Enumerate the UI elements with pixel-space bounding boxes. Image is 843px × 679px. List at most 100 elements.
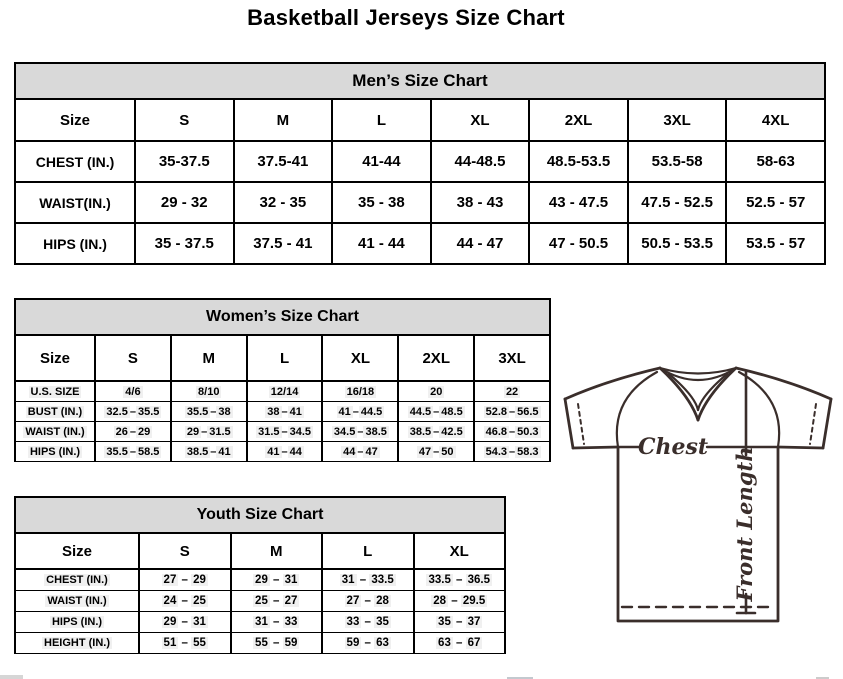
- table-cell: 53.5-58: [626, 140, 728, 183]
- cell-value: BUST (IN.): [25, 405, 85, 418]
- cell-value: 44: [287, 445, 304, 458]
- table-cell: 55 – 59: [229, 632, 323, 654]
- cell-value: 35.5: [184, 405, 211, 418]
- row-label: HIPS (IN.): [14, 441, 96, 462]
- header-row: Size S M L XL: [14, 532, 506, 570]
- column-header: Size: [14, 334, 96, 382]
- cell-value: 44.5: [358, 405, 385, 418]
- cell-value: 33: [282, 616, 300, 628]
- cell-value: 52.8: [483, 405, 509, 418]
- table-cell: 41–44.5: [321, 401, 400, 422]
- row-label: U.S. SIZE: [14, 380, 96, 402]
- table-cell: 32 - 35: [232, 181, 334, 224]
- cell-value: 38: [216, 405, 233, 418]
- table-cell: 34.5–38.5: [321, 421, 400, 442]
- cell-value: 59: [282, 637, 300, 649]
- cell-value: 32.5: [104, 405, 130, 418]
- table-cell: 44 - 47: [429, 222, 531, 265]
- cell-value: 41: [287, 405, 304, 418]
- table-cell: 32.5–35.5: [94, 401, 172, 422]
- cell-value: 58.5: [135, 445, 162, 458]
- cell-value: 48.5: [439, 405, 465, 418]
- cell-value: 31: [253, 616, 270, 628]
- cell-value: 38.5: [363, 425, 389, 438]
- cell-value: 29: [135, 425, 153, 438]
- table-cell: 38–41: [245, 401, 324, 422]
- column-header: 2XL: [528, 98, 629, 142]
- cell-value: CHEST (IN.): [44, 574, 110, 586]
- youth-size-table: Youth Size Chart Size S M L XL CHEST (IN.) 27 –…: [14, 496, 506, 654]
- table-cell: 31.5–34.5: [245, 421, 324, 442]
- men-table-title: Men’s Size Chart: [14, 62, 826, 100]
- table-cell: 31 – 33: [229, 611, 323, 633]
- column-header: 4XL: [725, 98, 826, 142]
- table-cell: 35 – 37: [412, 611, 506, 633]
- column-header: S: [138, 532, 232, 570]
- table-cell: 8/10: [169, 380, 248, 402]
- table-cell: 44–47: [321, 441, 400, 462]
- table-row: HIPS (IN.) 35.5–58.5 38.5–41 41–44 44–47 47–5…: [14, 441, 551, 462]
- womens-size-table: Women’s Size Chart Size S M L XL 2XL 3XL U.S. SI…: [14, 298, 551, 462]
- cell-value: WAIST (IN.): [45, 595, 109, 607]
- row-label: WAIST (IN.): [14, 590, 140, 612]
- column-header: M: [232, 98, 334, 142]
- cell-value: HIPS (IN.): [27, 445, 83, 458]
- cell-value: 34.5: [287, 425, 314, 438]
- table-cell: 29 – 31: [229, 568, 323, 591]
- scrollbar-fragment: [816, 677, 829, 679]
- table-cell: 37.5-41: [232, 140, 334, 183]
- cell-value: 28: [431, 595, 449, 607]
- cell-value: 59: [344, 637, 362, 649]
- table-cell: 4/6: [94, 380, 172, 402]
- cell-value: 41: [216, 445, 233, 458]
- table-cell: 38 - 43: [429, 181, 531, 224]
- row-label: HEIGHT (IN.): [14, 632, 140, 654]
- cell-value: 33.5: [369, 574, 396, 586]
- women-table-title: Women’s Size Chart: [14, 298, 551, 336]
- table-row: U.S. SIZE 4/6 8/10 12/14 16/18 20 22: [14, 380, 551, 402]
- cell-value: WAIST (IN.): [23, 425, 87, 438]
- cell-value: 20: [428, 385, 445, 398]
- cell-value: 4/6: [123, 385, 143, 398]
- table-cell: 46.8–50.3: [473, 421, 551, 442]
- row-label: HIPS (IN.): [14, 611, 140, 633]
- cell-value: 31.5: [256, 425, 282, 438]
- table-cell: 38.5–42.5: [397, 421, 476, 442]
- table-cell: 24 – 25: [138, 590, 232, 612]
- cell-value: 55: [191, 637, 208, 649]
- table-row: BUST (IN.) 32.5–35.5 35.5–38 38–41 41–44.5 44…: [14, 401, 551, 422]
- cell-value: 47: [416, 445, 434, 458]
- table-cell: 37.5 - 41: [232, 222, 334, 265]
- table-cell: 41–44: [245, 441, 324, 462]
- cell-value: 50: [439, 445, 456, 458]
- row-label: WAIST(IN.): [14, 181, 136, 224]
- table-cell: 50.5 - 53.5: [626, 222, 728, 265]
- table-row: WAIST (IN.) 24 – 25 25 – 27 27 – 28 28 – 29.…: [14, 590, 506, 612]
- table-row: HIPS (IN.) 35 - 37.5 37.5 - 41 41 - 44 44 - …: [14, 222, 826, 265]
- row-label: CHEST (IN.): [14, 568, 140, 591]
- table-cell: 38.5–41: [169, 441, 248, 462]
- mens-size-table: Men’s Size Chart Size S M L XL 2XL 3XL 4XL CHEST …: [14, 62, 826, 265]
- table-cell: 53.5 - 57: [725, 222, 826, 265]
- cell-value: 35.5: [135, 405, 162, 418]
- table-row: WAIST(IN.) 29 - 32 32 - 35 35 - 38 38 - 43 43…: [14, 181, 826, 224]
- cell-value: 34.5: [331, 425, 358, 438]
- table-cell: 63 – 67: [412, 632, 506, 654]
- cell-value: 25: [253, 595, 270, 607]
- cell-value: 46.8: [483, 425, 509, 438]
- table-row: WAIST (IN.) 26–29 29–31.5 31.5–34.5 34.5–38.…: [14, 421, 551, 442]
- cell-value: HEIGHT (IN.): [42, 637, 112, 649]
- cell-value: 29: [161, 616, 179, 628]
- table-cell: 54.3–58.3: [473, 441, 551, 462]
- cell-value: 29: [184, 425, 202, 438]
- table-cell: 47.5 - 52.5: [626, 181, 728, 224]
- row-label: CHEST (IN.): [14, 140, 136, 183]
- column-header: Size: [14, 532, 140, 570]
- table-cell: 35 - 38: [331, 181, 432, 224]
- table-cell: 27 – 29: [138, 568, 232, 591]
- table-cell: 31 – 33.5: [321, 568, 415, 591]
- cell-value: 33: [344, 616, 362, 628]
- cell-value: 63: [374, 637, 391, 649]
- cell-value: U.S. SIZE: [28, 385, 82, 398]
- table-cell: 41 - 44: [331, 222, 432, 265]
